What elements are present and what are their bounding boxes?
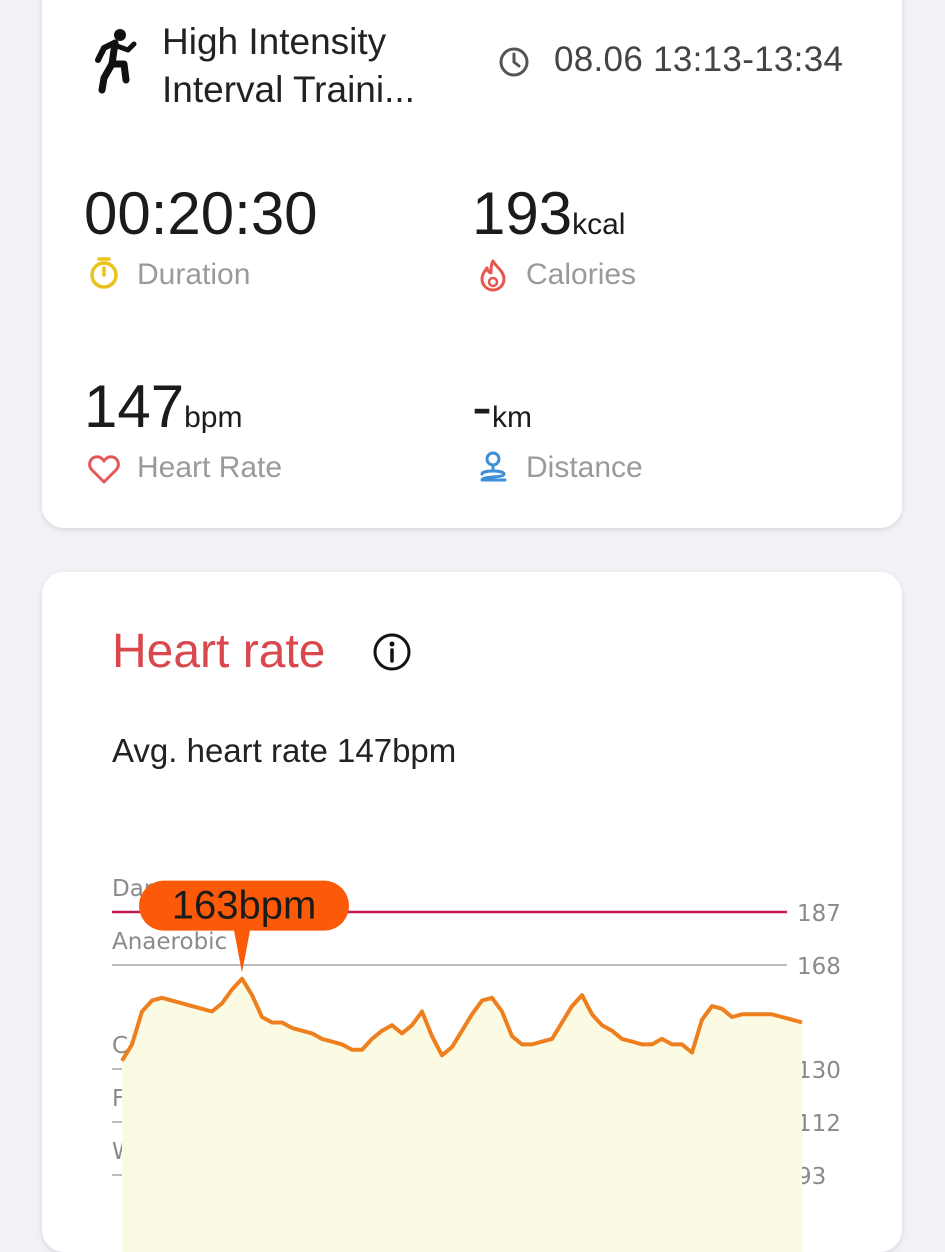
y-tick-label: 112	[797, 1111, 841, 1137]
running-person-icon	[95, 29, 137, 94]
workout-title-line2: Interval Traini...	[162, 69, 415, 110]
y-tick-label: 130	[797, 1058, 841, 1084]
peak-callout-label: 163bpm	[172, 884, 317, 928]
heart-rate-line	[120, 976, 803, 1062]
flame-icon	[480, 259, 506, 292]
y-tick-label: 168	[797, 954, 841, 980]
zone-label-anaerobic: Anaerobic	[112, 929, 227, 955]
heart-rate-label: Heart Rate	[137, 451, 283, 484]
heart-rate-chart[interactable]: Dangerous187Anaerobic168Cardio training1…	[42, 572, 902, 1252]
calories-label: Calories	[526, 258, 637, 291]
calories-unit: kcal	[572, 208, 626, 241]
heart-icon	[88, 455, 120, 484]
distance-stat: -km	[472, 375, 532, 439]
workout-time-range: 08.06 13:13-13:34	[554, 40, 844, 79]
calories-stat: 193kcal	[472, 182, 625, 246]
heart-rate-stat: 147bpm	[84, 375, 242, 439]
average-heart-rate: Avg. heart rate 147bpm	[112, 732, 457, 769]
duration-value: 00:20:30	[84, 180, 318, 247]
peak-callout-bubble	[139, 880, 349, 973]
heart-rate-card[interactable]: Heart rate Avg. heart rate 147bpm Danger…	[42, 572, 902, 1252]
stopwatch-icon	[90, 257, 118, 289]
distance-value: -	[472, 373, 492, 440]
calories-value: 193	[472, 180, 573, 247]
heart-rate-value: 147	[84, 373, 185, 440]
workout-title: High Intensity Interval Traini...	[162, 18, 462, 114]
workout-title-line1: High Intensity	[162, 21, 387, 62]
heart-rate-unit: bpm	[184, 401, 243, 434]
clock-icon	[499, 47, 529, 77]
location-pin-icon	[480, 451, 507, 482]
distance-label: Distance	[526, 451, 643, 484]
duration-stat: 00:20:30	[84, 182, 318, 246]
y-tick-label: 187	[797, 901, 841, 927]
heart-rate-title: Heart rate	[112, 625, 326, 678]
distance-unit: km	[491, 401, 532, 434]
workout-summary-card[interactable]: High Intensity Interval Traini... 08.06 …	[42, 0, 902, 528]
heart-rate-area-fill	[122, 978, 802, 1252]
info-icon[interactable]	[372, 632, 412, 672]
duration-label: Duration	[137, 258, 251, 291]
